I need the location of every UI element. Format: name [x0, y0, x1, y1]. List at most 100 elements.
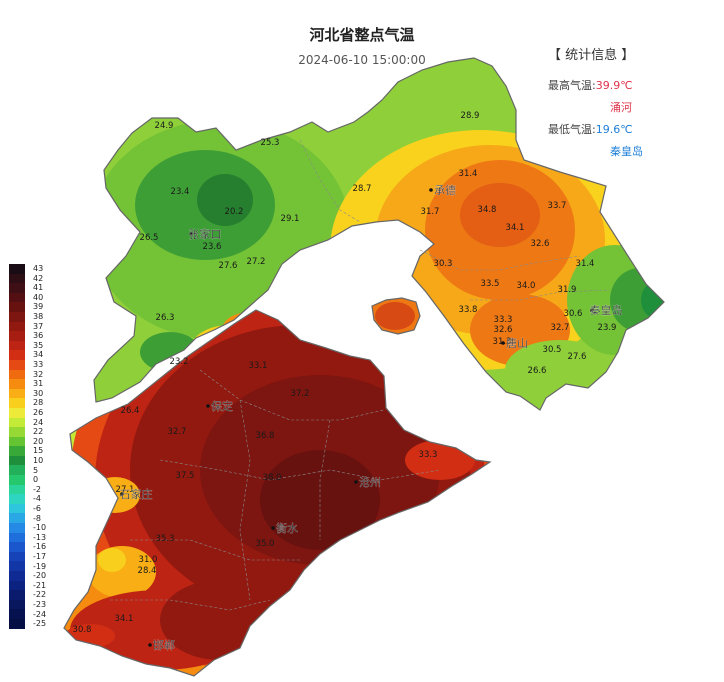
- temperature-reading: 31.7: [421, 207, 440, 217]
- temperature-reading: 28.4: [138, 566, 157, 576]
- min-temp-station: 秦皇岛: [610, 145, 643, 158]
- temperature-reading: 32.7: [168, 427, 187, 437]
- temperature-reading: 33.1: [249, 361, 268, 371]
- legend-label: -22: [33, 590, 47, 600]
- temperature-reading: 33.5: [481, 279, 500, 289]
- temperature-reading: 26.3: [156, 313, 175, 323]
- city-label: 张家口: [189, 227, 222, 241]
- legend-swatch: [9, 618, 25, 629]
- legend-swatch: [9, 292, 25, 303]
- legend-swatch: [9, 513, 25, 524]
- legend-label: 15: [33, 446, 44, 456]
- city-label: 石家庄: [120, 487, 153, 501]
- legend-swatch: [9, 407, 25, 418]
- temperature-reading: 30.5: [543, 345, 562, 355]
- max-temp-station: 涌河: [610, 101, 632, 114]
- temperature-reading: 23.9: [598, 323, 617, 333]
- weibo-watermark: @河北天气: [332, 335, 393, 349]
- temperature-reading: 33.7: [548, 201, 567, 211]
- temperature-reading: 34.8: [478, 205, 497, 215]
- temperature-reading: 33.8: [459, 305, 478, 315]
- legend-swatch: [9, 446, 25, 456]
- temperature-readings: 24.9 25.3 28.9 23.4 20.2 29.1 28.7 31.4 31.7 34.8…: [73, 111, 617, 635]
- city-label: 衡水: [276, 522, 298, 535]
- legend-swatch: [9, 494, 25, 504]
- temperature-reading: 35.0: [256, 539, 275, 549]
- temperature-reading: 28.9: [461, 111, 480, 121]
- legend-swatch: [9, 551, 25, 562]
- temperature-reading: 36.8: [256, 431, 275, 441]
- temperature-reading: 23.2: [170, 357, 189, 367]
- temperature-reading: 31.4: [576, 259, 595, 269]
- temperature-reading: 23.6: [203, 242, 222, 252]
- legend-label: -13: [33, 532, 47, 542]
- region-outlines: [63, 57, 665, 677]
- legend-label: 22: [33, 427, 44, 437]
- legend-swatch: [9, 523, 25, 533]
- legend-swatch: [9, 542, 25, 552]
- legend-label: 39: [33, 302, 44, 312]
- max-temp-label: 最高气温:: [548, 79, 596, 92]
- temperature-reading: 25.3: [261, 138, 280, 148]
- temperature-reading: 27.1: [116, 485, 135, 495]
- legend-label: 28: [33, 398, 44, 408]
- legend-swatch: [9, 590, 25, 600]
- legend-swatch: [9, 571, 25, 581]
- temperature-reading: 20.2: [225, 207, 244, 217]
- temperature-reading: 27.2: [247, 257, 266, 267]
- temperature-reading: 33.3: [419, 450, 438, 460]
- city-dot: [120, 492, 124, 496]
- legend-label: -24: [33, 609, 47, 619]
- temperature-reading: 26.6: [528, 366, 547, 376]
- legend-label: -21: [33, 580, 47, 590]
- legend-label: 30: [33, 388, 44, 398]
- city-dot: [354, 480, 358, 484]
- min-temp-label: 最低气温:: [548, 123, 596, 136]
- city-dot: [590, 308, 594, 312]
- legend-color-bar: [9, 264, 25, 629]
- city-label: 唐山: [506, 336, 528, 350]
- county-boundaries: [110, 139, 611, 611]
- temperature-reading: 26.5: [140, 233, 159, 243]
- legend-swatch: [9, 273, 25, 284]
- legend-label: -25: [33, 619, 47, 629]
- legend-swatch: [9, 331, 25, 341]
- temperature-reading: 23.4: [171, 187, 190, 197]
- temperature-reading: 27.6: [568, 352, 587, 362]
- legend-label: -23: [33, 600, 47, 609]
- city-label: 承德: [434, 183, 456, 197]
- legend-label: 37: [33, 321, 44, 331]
- legend-swatch: [9, 350, 25, 360]
- legend-label: 0: [33, 475, 39, 485]
- enclave-region-fill: [372, 298, 420, 334]
- legend-label: 10: [33, 456, 44, 465]
- city-label: 保定: [211, 399, 233, 413]
- legend-swatch: [9, 465, 25, 476]
- legend-swatch: [9, 398, 25, 408]
- temperature-reading: 31.0: [139, 555, 158, 565]
- legend-label: 40: [33, 292, 44, 302]
- legend-swatch: [9, 311, 25, 322]
- legend-label: -8: [33, 513, 41, 523]
- legend-label: 43: [33, 264, 44, 273]
- legend-swatch: [9, 264, 25, 274]
- min-temp-value: 19.6℃: [595, 123, 633, 136]
- legend-swatch: [9, 369, 25, 380]
- temperature-reading: 32.6: [494, 325, 513, 335]
- statistics-heading: 【 统计信息 】: [548, 48, 635, 63]
- city-dot: [148, 643, 152, 647]
- legend-label: 26: [33, 408, 44, 417]
- temperature-reading: 30.6: [564, 309, 583, 319]
- legend-label: -16: [33, 542, 47, 552]
- city-label: 邯郸: [153, 638, 175, 652]
- legend-swatch: [9, 359, 25, 370]
- legend-label: 38: [33, 312, 44, 321]
- legend-label: 35: [33, 340, 44, 350]
- max-temp-value: 39.9℃: [595, 79, 633, 92]
- legend-label: 36: [33, 331, 44, 341]
- legend-label: 41: [33, 283, 44, 293]
- legend-swatch: [9, 455, 25, 466]
- legend-label: 34: [33, 350, 44, 360]
